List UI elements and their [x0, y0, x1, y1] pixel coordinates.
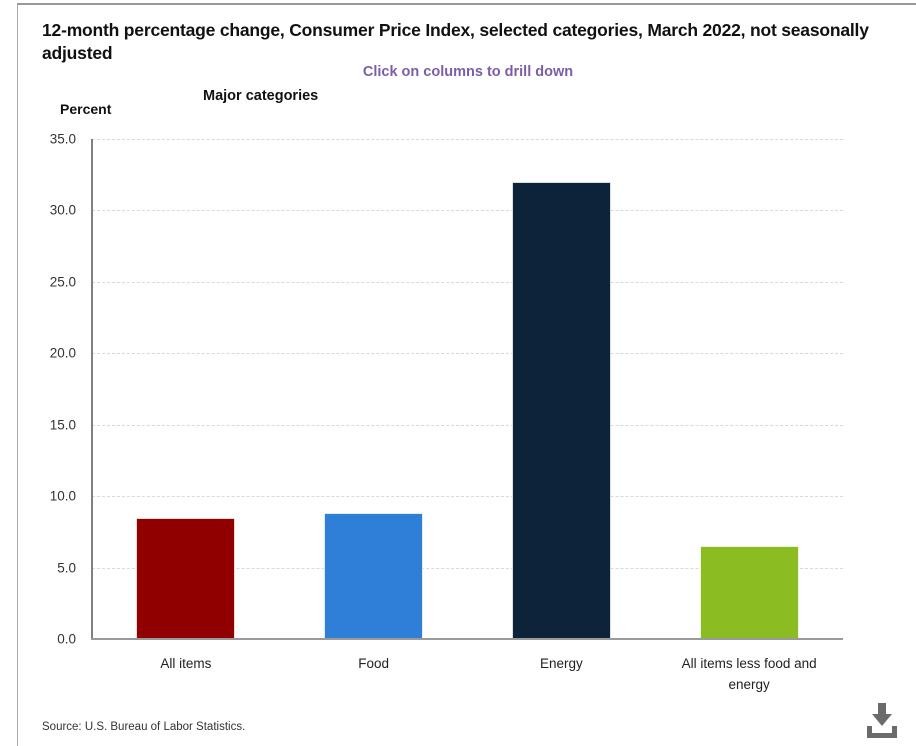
y-tick-label: 15.0 [49, 417, 76, 433]
gridline-35 [92, 139, 843, 140]
x-category-label: All items less food and energy [681, 656, 817, 692]
plot-area: 0.0 5.0 10.0 15.0 20.0 25.0 30.0 35.0 All items F… [50, 132, 843, 692]
y-axis-line [91, 139, 93, 639]
gridline-20 [92, 353, 843, 355]
source-note: Source: U.S. Bureau of Labor Statistics. [42, 721, 246, 733]
gridline-5 [92, 567, 843, 569]
gridline-15 [92, 424, 843, 426]
x-category-label: All items [160, 656, 212, 671]
x-category-label: Energy [539, 656, 583, 671]
gridline-30 [92, 210, 843, 212]
y-tick-label: 30.0 [49, 202, 76, 218]
gridline-10 [92, 496, 843, 498]
y-tick-label: 35.0 [49, 131, 76, 147]
y-tick-label: 10.0 [49, 488, 76, 504]
bar-all-items[interactable] [136, 517, 236, 639]
download-icon [867, 703, 897, 738]
y-tick-label: 25.0 [49, 274, 76, 290]
value-axis-unit-label: Percent [60, 101, 112, 117]
bar-all-items-less-food-and-energy[interactable] [699, 546, 799, 639]
bar-food[interactable] [324, 513, 424, 639]
y-tick-label: 0.0 [57, 631, 76, 647]
gridline-25 [92, 281, 843, 283]
bar-energy[interactable] [511, 181, 611, 639]
x-axis-baseline [91, 638, 843, 640]
x-category-label: Food [358, 656, 390, 671]
y-tick-label: 5.0 [57, 560, 76, 576]
y-tick-label: 20.0 [49, 345, 76, 361]
chart-panel: 12-month percentage change, Consumer Pri… [17, 3, 916, 746]
drilldown-hint: Click on columns to drill down [362, 64, 574, 80]
chart-title: 12-month percentage change, Consumer Pri… [42, 20, 869, 63]
category-axis-title: Major categories [203, 88, 319, 104]
download-button[interactable] [860, 697, 904, 743]
